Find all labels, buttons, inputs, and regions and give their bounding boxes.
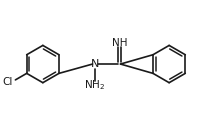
Text: NH: NH	[112, 38, 127, 48]
Text: NH$_2$: NH$_2$	[84, 78, 105, 92]
Text: Cl: Cl	[2, 77, 12, 87]
Text: N: N	[90, 59, 99, 69]
